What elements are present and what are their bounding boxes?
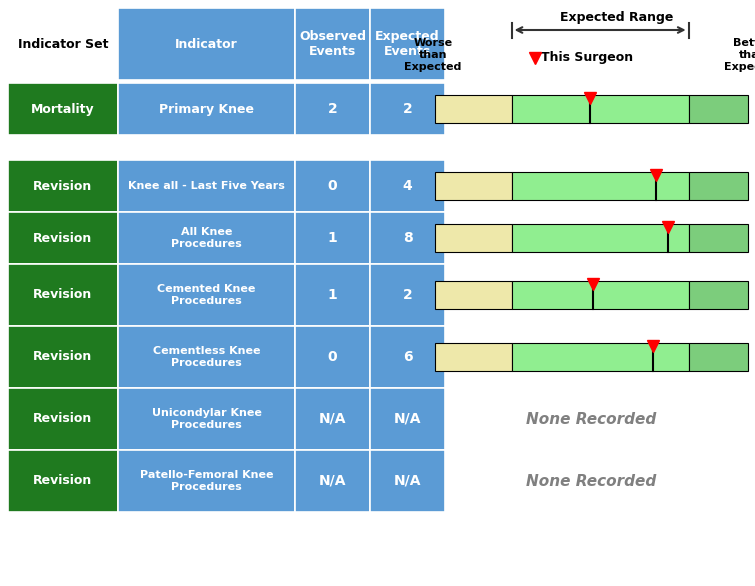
- Bar: [8, 450, 118, 512]
- Text: Expected
Events: Expected Events: [375, 30, 440, 58]
- Bar: [435, 172, 512, 200]
- Bar: [689, 281, 748, 309]
- Text: Revision: Revision: [33, 350, 93, 363]
- Text: Revision: Revision: [33, 475, 93, 488]
- Text: Worse
than
Expected: Worse than Expected: [405, 39, 462, 71]
- Bar: [370, 212, 445, 264]
- Text: 2: 2: [402, 102, 412, 116]
- Bar: [435, 281, 512, 309]
- Bar: [118, 264, 295, 326]
- Text: 6: 6: [402, 350, 412, 364]
- Bar: [118, 388, 295, 450]
- Bar: [118, 212, 295, 264]
- Text: Revision: Revision: [33, 413, 93, 425]
- Bar: [8, 388, 118, 450]
- Text: 4: 4: [402, 179, 412, 193]
- Bar: [370, 326, 445, 388]
- Bar: [295, 160, 370, 212]
- Bar: [8, 264, 118, 326]
- Bar: [512, 95, 689, 123]
- Bar: [8, 326, 118, 388]
- Text: Unicondylar Knee
Procedures: Unicondylar Knee Procedures: [152, 408, 261, 430]
- Text: Knee all - Last Five Years: Knee all - Last Five Years: [128, 181, 285, 191]
- Text: Indicator: Indicator: [175, 38, 238, 50]
- Text: Mortality: Mortality: [31, 103, 95, 115]
- Bar: [512, 172, 689, 200]
- Bar: [295, 212, 370, 264]
- Text: Primary Knee: Primary Knee: [159, 103, 254, 115]
- Text: N/A: N/A: [319, 474, 347, 488]
- Text: Patello-Femoral Knee
Procedures: Patello-Femoral Knee Procedures: [140, 470, 273, 492]
- Bar: [295, 8, 370, 80]
- Bar: [435, 95, 512, 123]
- Bar: [370, 83, 445, 135]
- Text: N/A: N/A: [394, 474, 421, 488]
- Bar: [118, 450, 295, 512]
- Bar: [435, 343, 512, 371]
- Bar: [689, 172, 748, 200]
- Bar: [435, 224, 512, 252]
- Bar: [512, 343, 689, 371]
- Bar: [689, 95, 748, 123]
- Bar: [118, 8, 295, 80]
- Text: This Surgeon: This Surgeon: [541, 52, 633, 64]
- Bar: [118, 160, 295, 212]
- Bar: [370, 160, 445, 212]
- Text: Indicator Set: Indicator Set: [18, 38, 108, 50]
- Bar: [370, 8, 445, 80]
- Text: None Recorded: None Recorded: [526, 411, 657, 427]
- Text: Cemented Knee
Procedures: Cemented Knee Procedures: [157, 284, 256, 306]
- Text: N/A: N/A: [394, 412, 421, 426]
- Bar: [118, 83, 295, 135]
- Text: Revision: Revision: [33, 179, 93, 192]
- Text: Observed
Events: Observed Events: [299, 30, 366, 58]
- Bar: [8, 160, 118, 212]
- Bar: [512, 281, 689, 309]
- Text: All Knee
Procedures: All Knee Procedures: [171, 227, 242, 249]
- Text: 1: 1: [328, 231, 337, 245]
- Text: Revision: Revision: [33, 288, 93, 302]
- Text: 8: 8: [402, 231, 412, 245]
- Text: N/A: N/A: [319, 412, 347, 426]
- Bar: [689, 224, 748, 252]
- Text: 0: 0: [328, 179, 337, 193]
- Text: 2: 2: [402, 288, 412, 302]
- Bar: [118, 326, 295, 388]
- Text: 0: 0: [328, 350, 337, 364]
- Bar: [370, 388, 445, 450]
- Bar: [8, 83, 118, 135]
- Bar: [370, 264, 445, 326]
- Text: Revision: Revision: [33, 231, 93, 244]
- Bar: [8, 212, 118, 264]
- Bar: [295, 264, 370, 326]
- Bar: [295, 326, 370, 388]
- Text: 1: 1: [328, 288, 337, 302]
- Bar: [295, 83, 370, 135]
- Bar: [295, 388, 370, 450]
- Text: 2: 2: [328, 102, 337, 116]
- Text: Cementless Knee
Procedures: Cementless Knee Procedures: [153, 346, 260, 368]
- Bar: [512, 224, 689, 252]
- Bar: [370, 450, 445, 512]
- Bar: [295, 450, 370, 512]
- Text: Expected Range: Expected Range: [559, 12, 673, 25]
- Bar: [689, 343, 748, 371]
- Text: None Recorded: None Recorded: [526, 473, 657, 489]
- Text: Better
than
Expected: Better than Expected: [724, 39, 755, 71]
